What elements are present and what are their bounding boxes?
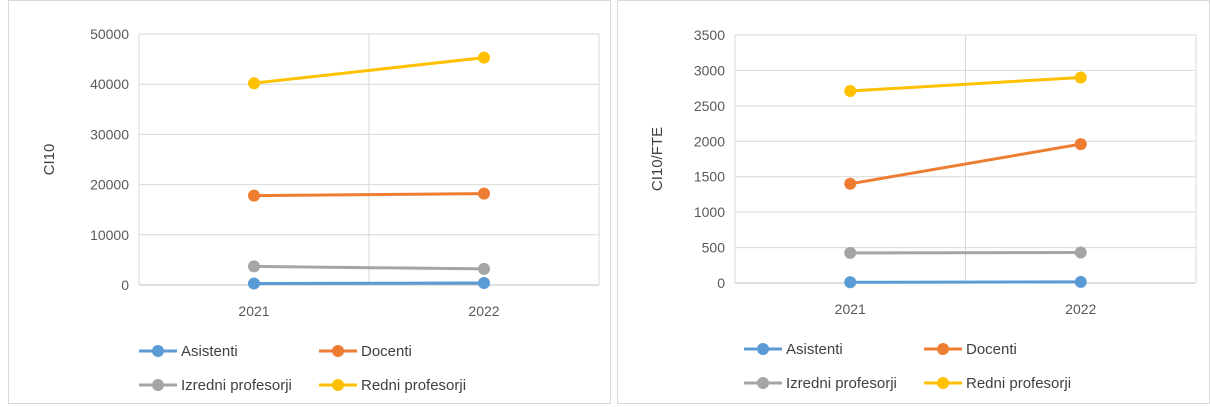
data-point-redni-profesorji	[248, 77, 260, 90]
y-tick-label: 0	[717, 275, 725, 291]
y-axis-label: CI10/FTE	[649, 127, 666, 191]
chart-ci10-fte-svg: 0 500 1000 1500 2000 2500 3000 3500 2021 2022 CI10…	[649, 27, 1197, 392]
legend-label-izredni-profesorji: Izredni profesorji	[786, 375, 897, 392]
chart-ci10-fte: 0 500 1000 1500 2000 2500 3000 3500 2021 2022 CI10…	[617, 0, 1210, 404]
data-point-izredni-profesorji	[844, 246, 857, 259]
series-line-redni-profesorji	[252, 56, 486, 85]
y-tick-label: 1000	[694, 204, 725, 220]
legend-item-docenti: Docenti	[319, 343, 412, 360]
legend-marker-redni-profesorji	[332, 379, 344, 391]
y-tick-label: 2500	[694, 98, 725, 114]
data-point-izredni-profesorji	[1074, 246, 1087, 259]
y-tick-label: 30000	[90, 126, 129, 142]
legend-label-izredni-profesorji: Izredni profesorji	[181, 377, 292, 394]
y-tick-label: 20000	[90, 177, 129, 193]
legend-item-izredni-profesorji: Izredni profesorji	[139, 377, 292, 394]
y-tick-label: 50000	[90, 26, 129, 42]
legend-item-asistenti: Asistenti	[139, 343, 238, 360]
data-point-docenti	[248, 189, 260, 202]
chart-ci10: 0 10000 20000 30000 40000 50000 2021 2022 CI10 As…	[8, 0, 611, 404]
y-tick-label: 3000	[694, 62, 725, 78]
legend-marker-asistenti	[152, 345, 164, 357]
legend-item-docenti: Docenti	[924, 341, 1017, 358]
legend-label-redni-profesorji: Redni profesorji	[966, 375, 1071, 392]
y-tick-label: 1500	[694, 169, 725, 185]
legend-label-asistenti: Asistenti	[786, 341, 843, 358]
data-point-asistenti	[478, 276, 490, 289]
legend-marker-asistenti	[757, 343, 769, 355]
chart-ci10-svg: 0 10000 20000 30000 40000 50000 2021 2022 CI10 As…	[41, 26, 600, 394]
data-point-izredni-profesorji	[248, 260, 260, 273]
legend-item-asistenti: Asistenti	[744, 341, 843, 358]
y-tick-label: 2000	[694, 133, 725, 149]
series-line-docenti	[252, 192, 486, 198]
data-point-docenti	[1074, 138, 1087, 151]
series-line-redni-profesorji	[848, 76, 1083, 93]
legend-marker-izredni-profesorji	[757, 377, 769, 389]
data-point-asistenti	[1074, 275, 1087, 288]
y-tick-label: 0	[121, 277, 129, 293]
data-point-asistenti	[844, 276, 857, 289]
legend-marker-redni-profesorji	[937, 377, 949, 389]
data-point-izredni-profesorji	[478, 262, 490, 275]
x-tick-label: 2021	[238, 303, 269, 319]
legend-marker-izredni-profesorji	[152, 379, 164, 391]
legend-label-redni-profesorji: Redni profesorji	[361, 377, 466, 394]
y-tick-label: 3500	[694, 27, 725, 43]
data-point-redni-profesorji	[478, 51, 490, 64]
x-tick-label: 2022	[1065, 301, 1096, 317]
data-point-docenti	[478, 187, 490, 200]
legend-marker-docenti	[332, 345, 344, 357]
data-point-redni-profesorji	[1074, 71, 1087, 84]
legend-marker-docenti	[937, 343, 949, 355]
legend-label-asistenti: Asistenti	[181, 343, 238, 360]
y-axis-label: CI10	[41, 144, 58, 176]
series-line-izredni-profesorji	[252, 264, 486, 271]
data-point-asistenti	[248, 277, 260, 290]
series-line-docenti	[848, 142, 1083, 186]
legend-label-docenti: Docenti	[966, 341, 1017, 358]
y-tick-label: 40000	[90, 76, 129, 92]
legend-item-izredni-profesorji: Izredni profesorji	[744, 375, 897, 392]
legend-item-redni-profesorji: Redni profesorji	[319, 377, 466, 394]
legend-label-docenti: Docenti	[361, 343, 412, 360]
legend-item-redni-profesorji: Redni profesorji	[924, 375, 1071, 392]
x-tick-label: 2022	[468, 303, 499, 319]
x-tick-label: 2021	[835, 301, 866, 317]
y-tick-label: 10000	[90, 227, 129, 243]
data-point-docenti	[844, 177, 857, 190]
y-tick-label: 500	[702, 240, 726, 256]
series-line-asistenti	[252, 281, 486, 285]
data-point-redni-profesorji	[844, 84, 857, 97]
